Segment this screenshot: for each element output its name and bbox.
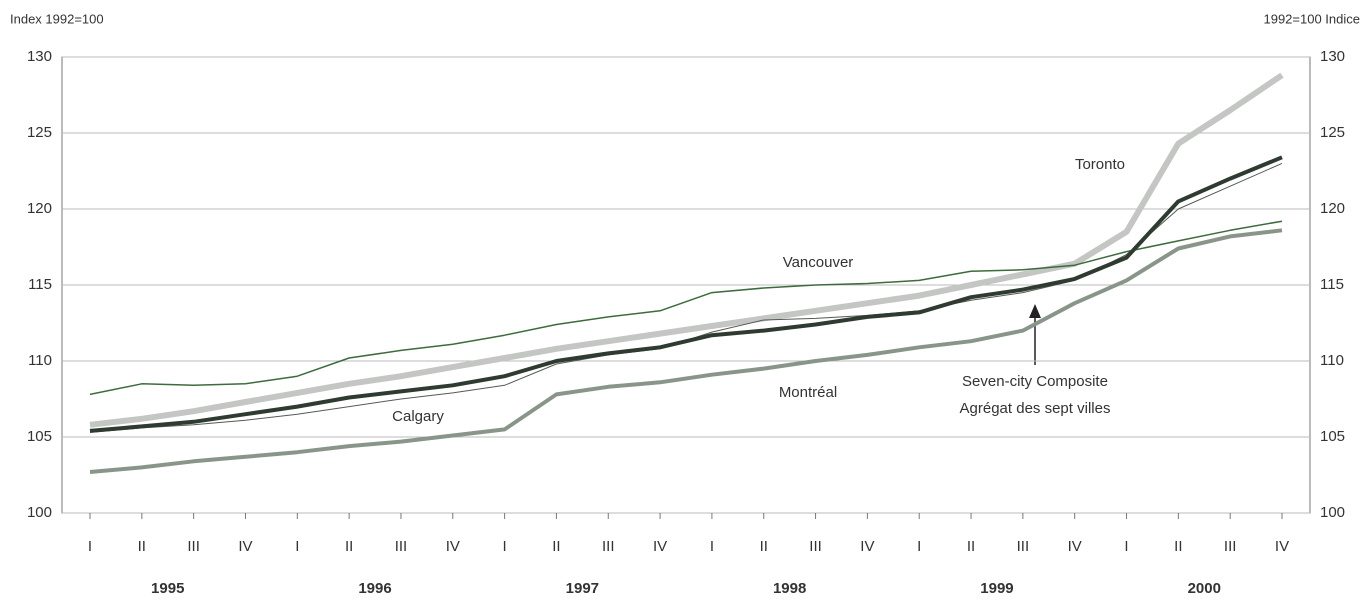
x-tick-label: III [1017,538,1030,555]
y-tick-label: 115 [28,276,52,293]
arrow-head [1029,304,1041,318]
year-label: 1995 [151,580,184,597]
x-tick-label: II [345,538,353,555]
series-label: Toronto [1075,156,1125,173]
x-tick-label: IV [1275,538,1289,555]
y-tick-label: 105 [27,428,52,445]
series-line [89,155,1283,433]
series-line [89,162,1283,433]
series-label: Montréal [779,384,837,401]
year-label: 1996 [358,580,391,597]
year-label: 1998 [773,580,806,597]
y-tick-label: 110 [28,352,52,369]
series-label: Seven-city Composite [962,373,1108,390]
x-tick-label: III [395,538,408,555]
series-label: Vancouver [783,254,854,271]
y-tick-label: 120 [27,200,52,217]
year-label: 2000 [1188,580,1221,597]
x-tick-label: I [710,538,714,555]
x-tick-label: III [809,538,822,555]
x-tick-label: I [88,538,92,555]
year-label: 1999 [980,580,1013,597]
series-line [89,220,1283,396]
x-tick-label: II [552,538,560,555]
y-tick-label-right: 100 [1320,504,1345,521]
x-tick-label: II [138,538,146,555]
x-tick-label: IV [653,538,667,555]
y-tick-label-right: 115 [1320,276,1344,293]
series-line [89,228,1283,474]
y-axis-label-left: Index 1992=100 [10,11,104,26]
x-tick-label: I [1124,538,1128,555]
y-tick-label: 100 [27,504,52,521]
y-tick-label-right: 110 [1320,352,1344,369]
x-tick-label: IV [446,538,460,555]
x-tick-label: IV [860,538,874,555]
y-tick-label-right: 130 [1320,48,1345,65]
x-tick-label: IV [238,538,252,555]
y-axis-label-right: 1992=100 Indice [1263,11,1360,26]
x-tick-label: II [1174,538,1182,555]
x-tick-label: I [295,538,299,555]
series-label: Calgary [392,408,444,425]
x-tick-label: IV [1068,538,1082,555]
y-tick-label-right: 120 [1320,200,1345,217]
x-tick-label: III [187,538,200,555]
y-tick-label: 130 [27,48,52,65]
series-label: Agrégat des sept villes [960,400,1111,417]
x-tick-label: II [967,538,975,555]
y-tick-label: 125 [27,124,52,141]
x-tick-label: III [602,538,615,555]
y-tick-label-right: 125 [1320,124,1345,141]
x-tick-label: I [917,538,921,555]
series-line [89,72,1284,428]
x-tick-label: III [1224,538,1237,555]
x-tick-label: I [503,538,507,555]
x-tick-label: II [760,538,768,555]
y-tick-label-right: 105 [1320,428,1345,445]
year-label: 1997 [566,580,599,597]
